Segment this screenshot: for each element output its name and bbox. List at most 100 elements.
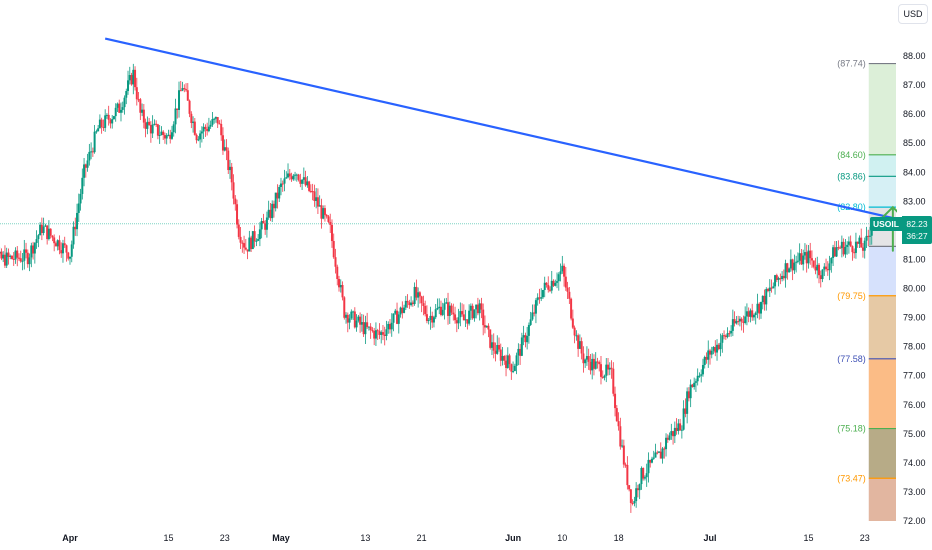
candle-body: [207, 126, 210, 132]
candle-body: [165, 135, 168, 139]
candle-body: [23, 249, 26, 261]
candle-body: [443, 303, 446, 310]
candle-body: [575, 335, 578, 337]
fib-zone: [868, 176, 896, 208]
candle-body: [659, 451, 662, 459]
x-tick-label: Jun: [505, 533, 521, 543]
time-axis: Apr 15 23 May 13 21 Jun 10 18 Jul 15 23: [62, 533, 869, 543]
candle-body: [812, 260, 815, 267]
candle-body: [455, 320, 458, 324]
candle-body: [438, 306, 441, 309]
candle-body: [556, 281, 559, 283]
y-tick-label: 88.00: [903, 51, 926, 61]
candle-body: [570, 298, 573, 319]
candle-body: [810, 258, 813, 261]
candle-body: [635, 488, 638, 502]
candle-body: [436, 308, 439, 310]
candle-body: [823, 266, 826, 270]
candle-body: [591, 358, 594, 371]
candle-body: [420, 296, 423, 304]
candle-body: [380, 332, 383, 335]
candle-body: [607, 364, 610, 370]
candle-body: [251, 231, 254, 249]
candle-body: [223, 147, 226, 151]
candle-body: [478, 303, 481, 314]
candle-body: [7, 252, 10, 257]
candle-body: [621, 445, 624, 447]
candle-body: [109, 119, 112, 124]
candle-body: [53, 237, 56, 244]
candle-body: [786, 263, 789, 273]
candle-body: [661, 448, 664, 459]
candle-body: [100, 119, 103, 128]
candle-body: [221, 135, 224, 151]
price-value: 82.23: [906, 219, 928, 229]
candle-body: [83, 164, 86, 178]
candle-body: [70, 244, 73, 257]
candle-body: [468, 310, 471, 324]
candle-body: [650, 458, 653, 463]
candle-body: [155, 123, 158, 125]
candle-body: [578, 341, 581, 349]
candle-body: [807, 250, 810, 264]
candle-body: [689, 384, 692, 399]
candle-body: [649, 459, 652, 463]
candle-body: [127, 80, 130, 92]
candle-body: [703, 357, 706, 365]
candle-body: [730, 330, 733, 334]
candle-body: [513, 365, 516, 372]
fib-zone: [868, 246, 896, 296]
currency-label[interactable]: USD: [898, 4, 928, 24]
candle-body: [721, 335, 724, 343]
candle-body: [0, 251, 3, 259]
candle-body: [18, 257, 21, 259]
y-tick-label: 85.00: [903, 138, 926, 148]
candle-body: [549, 289, 551, 291]
candle-body: [151, 124, 154, 134]
candle-body: [348, 318, 351, 323]
candle-body: [267, 209, 270, 218]
candle-body: [489, 329, 492, 348]
candle-body: [44, 225, 47, 227]
candle-body: [816, 264, 819, 271]
candle-body: [541, 289, 544, 298]
candle-body: [814, 266, 817, 271]
candle-body: [612, 368, 615, 394]
candle-body: [118, 103, 121, 113]
candle-body: [844, 246, 847, 255]
candle-body: [599, 364, 602, 377]
candle-body: [325, 214, 328, 217]
candle-body: [279, 183, 282, 187]
candle-body: [14, 250, 17, 260]
candle-body: [186, 90, 189, 101]
candle-body: [123, 97, 126, 108]
candle-body: [39, 224, 42, 236]
candle-body: [492, 342, 495, 351]
candle-body: [842, 241, 845, 255]
candle-body: [272, 203, 275, 209]
candle-body: [658, 451, 661, 453]
candle-body: [533, 312, 536, 314]
candle-body: [294, 174, 297, 176]
candle-body: [861, 247, 864, 251]
price-axis: 72.00 73.00 74.00 75.00 76.00 77.00 78.00 79.00…: [897, 0, 932, 550]
candle-body: [425, 314, 428, 322]
candle-body: [116, 103, 119, 108]
candle-body: [759, 302, 762, 314]
candle-body: [789, 259, 792, 269]
candle-body: [135, 87, 138, 100]
candle-body: [58, 240, 61, 251]
candle-body: [800, 253, 803, 265]
candle-body: [216, 117, 219, 124]
candle-body: [383, 334, 386, 336]
y-tick-label: 75.00: [903, 429, 926, 439]
candle-body: [585, 356, 588, 360]
candle-body: [638, 484, 641, 491]
candle-body: [190, 113, 193, 124]
candle-body: [355, 320, 358, 328]
candle-body: [476, 304, 479, 314]
candle-body: [318, 205, 321, 207]
candle-body: [322, 208, 325, 219]
candle-body: [232, 182, 235, 199]
